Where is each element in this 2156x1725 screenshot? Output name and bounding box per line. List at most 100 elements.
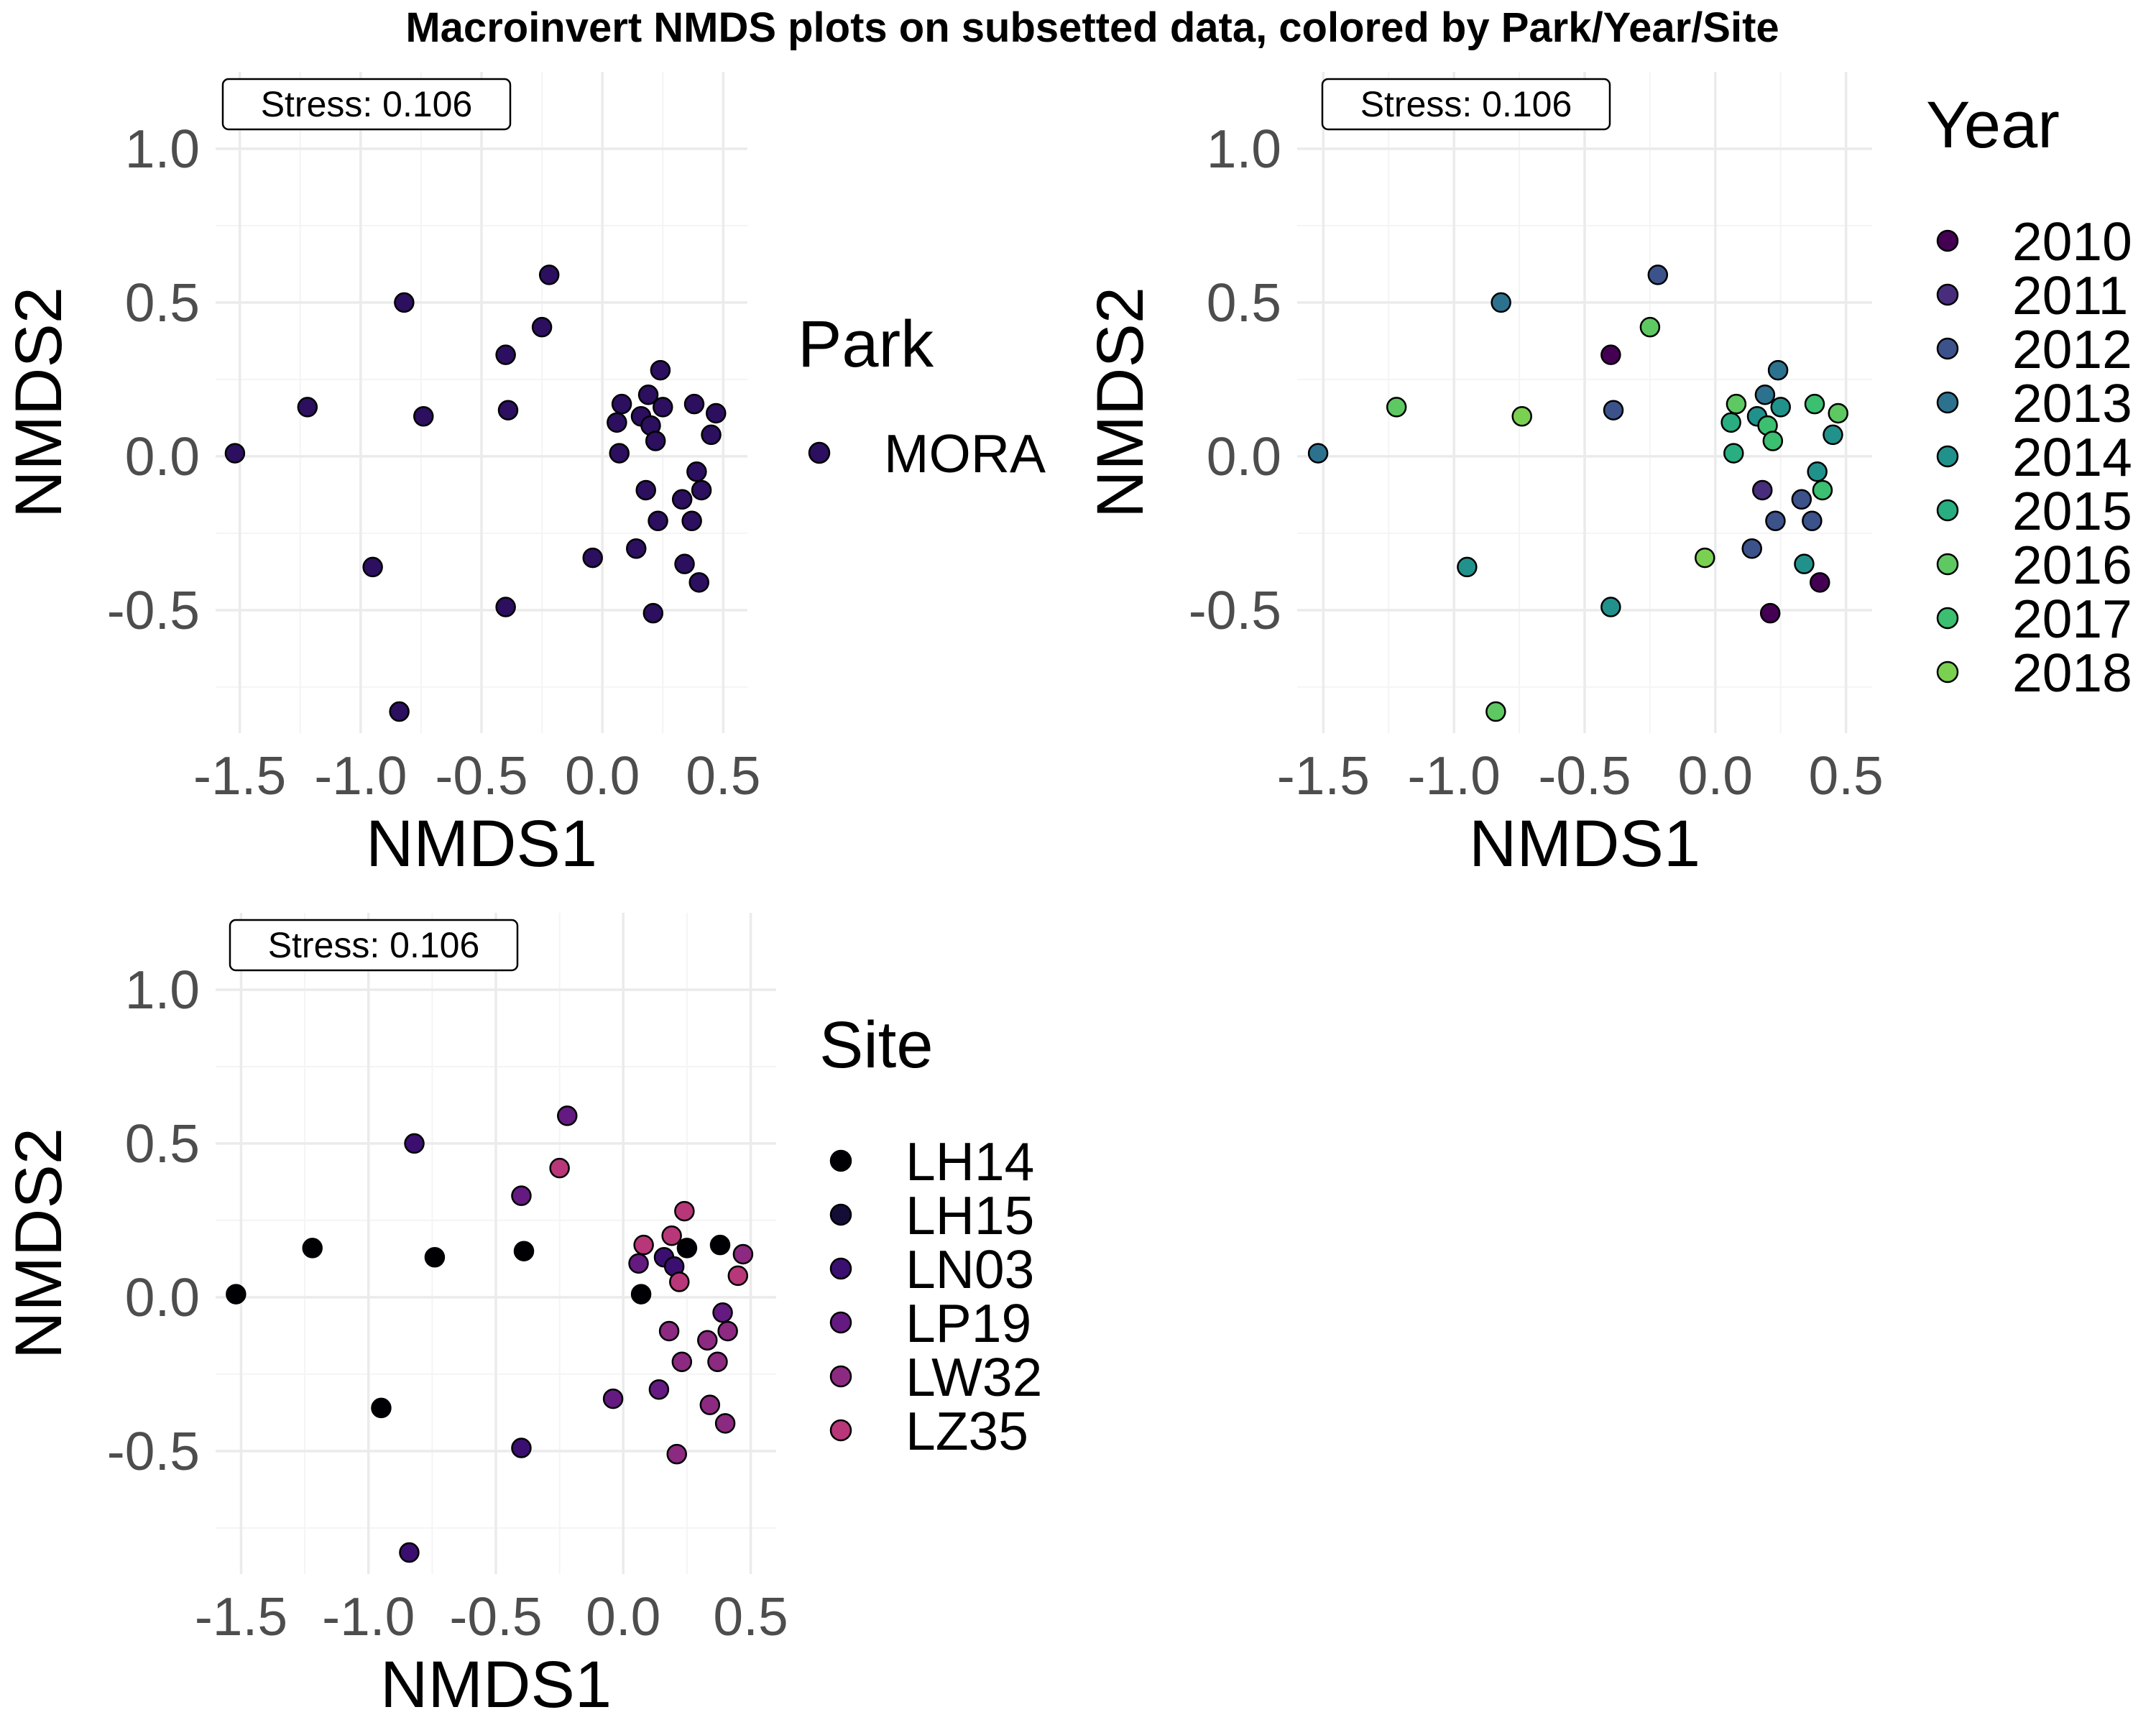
data-point <box>607 412 627 433</box>
data-point <box>630 1284 652 1305</box>
data-point <box>1386 397 1407 418</box>
data-point <box>1812 479 1833 501</box>
y-tick-label: 0.0 <box>1207 426 1281 487</box>
legend-label: 2017 <box>2012 589 2132 649</box>
data-point <box>683 393 705 415</box>
data-point <box>645 431 666 451</box>
legend-key <box>829 1257 852 1280</box>
x-tick-label: -0.5 <box>435 745 528 806</box>
data-point <box>1603 400 1624 420</box>
legend-label: 2011 <box>2012 265 2128 326</box>
legend-label: 2018 <box>2012 643 2132 703</box>
x-tick-label: -0.5 <box>449 1586 542 1647</box>
legend-label: LH14 <box>906 1131 1034 1192</box>
data-point <box>686 461 707 482</box>
data-point <box>1794 553 1815 574</box>
data-point <box>642 602 664 624</box>
data-point <box>699 1394 721 1415</box>
legend-key <box>829 1419 852 1442</box>
data-point <box>707 1351 728 1372</box>
data-point <box>1765 510 1786 531</box>
data-point <box>531 316 553 338</box>
data-point <box>732 1243 754 1265</box>
stress-box <box>229 919 519 972</box>
y-axis-label: NMDS2 <box>1084 287 1157 518</box>
data-point <box>626 538 647 559</box>
data-point <box>557 1105 578 1126</box>
data-point <box>650 359 671 381</box>
legend-park: Park MORA <box>798 308 1046 484</box>
data-point <box>714 1413 736 1434</box>
legend-key <box>829 1203 852 1226</box>
y-tick-label: 1.0 <box>125 119 200 179</box>
data-point <box>727 1265 749 1287</box>
x-axis-label: NMDS1 <box>1469 807 1700 880</box>
data-point <box>302 1238 323 1259</box>
x-tick-label: 0.5 <box>1809 745 1884 806</box>
legend-label: 2012 <box>2012 319 2132 380</box>
data-point <box>424 1247 446 1268</box>
stress-label: Stress: 0.106 <box>261 84 473 124</box>
data-point <box>1762 431 1784 451</box>
data-point <box>1491 292 1511 313</box>
legend-label: LZ35 <box>906 1401 1028 1461</box>
stress-box <box>221 78 512 131</box>
data-point <box>1723 443 1744 464</box>
legend-key <box>808 441 831 464</box>
data-point <box>1741 538 1762 559</box>
panels: -1.5 -1.0 -0.5 0.0 0.5 -0.5 0.0 0.5 1.0 NMDS1 NMDS… <box>2 72 2132 1721</box>
data-point <box>653 397 673 418</box>
data-point <box>611 393 632 415</box>
data-point <box>549 1157 570 1179</box>
data-point <box>297 397 318 418</box>
y-tick-label: 1.0 <box>1207 119 1281 179</box>
x-tick-label: 0.5 <box>686 745 760 806</box>
y-tick-label: -0.5 <box>107 580 200 640</box>
legend-label: 2013 <box>2012 373 2132 433</box>
stress-label: Stress: 0.106 <box>1360 84 1572 124</box>
legend-key <box>1936 607 1959 630</box>
points-park <box>224 264 727 722</box>
data-point <box>666 1443 687 1465</box>
legend-key <box>1936 553 1959 576</box>
y-tick-label: 0.5 <box>125 272 200 333</box>
data-point <box>513 1241 535 1261</box>
x-tick-label: -0.5 <box>1538 745 1631 806</box>
legend-key <box>1936 337 1959 360</box>
data-point <box>1600 344 1621 365</box>
x-axis-label: NMDS1 <box>380 1648 612 1721</box>
legend-key <box>1936 661 1959 684</box>
data-point <box>226 1284 247 1305</box>
y-tick-label: -0.5 <box>107 1421 200 1481</box>
stress-label: Stress: 0.106 <box>268 925 480 965</box>
data-point <box>674 1200 695 1222</box>
panel-site: -1.5 -1.0 -0.5 0.0 0.5 -0.5 0.0 0.5 1.0 NMDS1 NMDS… <box>2 913 1042 1721</box>
data-point <box>1600 597 1621 617</box>
grid-site <box>216 913 776 1574</box>
data-point <box>706 402 727 424</box>
data-point <box>674 553 695 574</box>
y-axis-label: NMDS2 <box>2 1128 75 1359</box>
data-point <box>709 1234 731 1256</box>
y-tick-label: 0.0 <box>125 426 200 487</box>
data-point <box>1823 424 1843 446</box>
data-point <box>676 1238 698 1259</box>
data-point <box>1754 385 1776 405</box>
data-point <box>669 1271 690 1292</box>
data-point <box>628 1253 649 1274</box>
panel-park: -1.5 -1.0 -0.5 0.0 0.5 -0.5 0.0 0.5 1.0 NMDS1 NMDS… <box>2 72 1046 880</box>
data-point <box>1807 461 1828 482</box>
data-point <box>671 489 693 510</box>
y-tick-label: 0.5 <box>125 1113 200 1174</box>
figure-title: Macroinvert NMDS plots on subsetted data… <box>405 4 1779 51</box>
legend-label: 2014 <box>2012 427 2132 487</box>
legend-key <box>1936 229 1959 252</box>
data-point <box>661 1225 682 1246</box>
x-tick-label: -1.0 <box>314 745 407 806</box>
legend-label: LW32 <box>906 1347 1042 1407</box>
y-tick-label: 0.5 <box>1207 272 1281 333</box>
